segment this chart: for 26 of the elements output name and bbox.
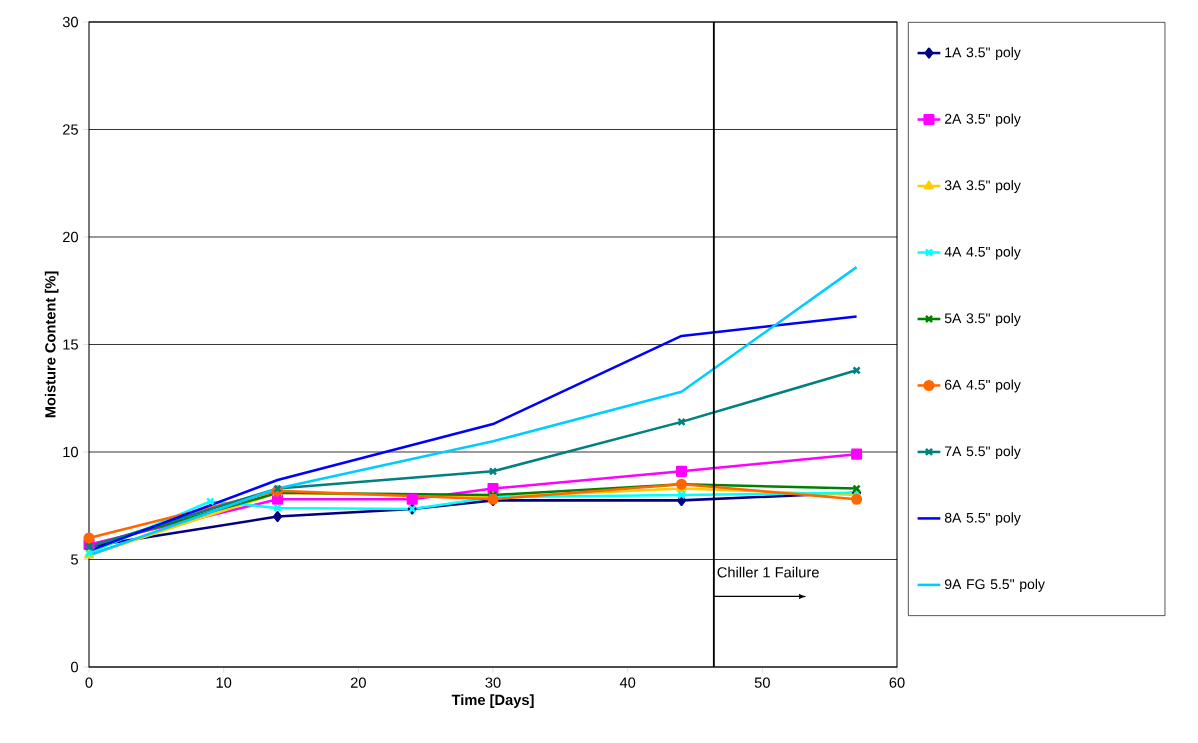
legend-label: 4A 4.5" poly xyxy=(944,246,1021,260)
y-tick-label: 10 xyxy=(63,446,79,458)
y-tick-label: 15 xyxy=(63,339,78,350)
x-tick-label: 10 xyxy=(216,677,232,688)
y-tick-label: 30 xyxy=(62,16,79,28)
legend-label: 7A 5.5" poly xyxy=(945,445,1021,459)
y-tick-label: 20 xyxy=(63,231,79,243)
x-tick-label: 0 xyxy=(85,677,93,688)
ref-line-label: Chiller 1 Failure xyxy=(717,566,819,578)
x-tick-label: 20 xyxy=(350,677,366,688)
legend-label: 3A 3.5" poly xyxy=(944,179,1021,194)
y-tick-label: 0 xyxy=(71,661,79,673)
x-tick-label: 50 xyxy=(754,677,770,688)
x-tick-label: 60 xyxy=(889,677,905,688)
x-tick-label: 30 xyxy=(485,677,501,688)
y-tick-label: 25 xyxy=(63,124,78,135)
legend-label: 2A 3.5" poly xyxy=(945,113,1021,127)
y-axis-title: Moisture Content [%] xyxy=(44,271,59,418)
y-tick-label: 5 xyxy=(71,554,78,565)
legend-label: 6A 4.5" poly xyxy=(945,379,1021,393)
legend-label: 8A 5.5" poly xyxy=(944,512,1021,526)
legend-label: 5A 3.5" poly xyxy=(944,312,1021,326)
x-axis-title: Time [Days] xyxy=(451,694,534,708)
x-tick-label: 40 xyxy=(619,677,636,688)
legend-label: 1A 3.5" poly xyxy=(945,47,1021,61)
legend-label: 9A FG 5.5" poly xyxy=(944,578,1045,592)
